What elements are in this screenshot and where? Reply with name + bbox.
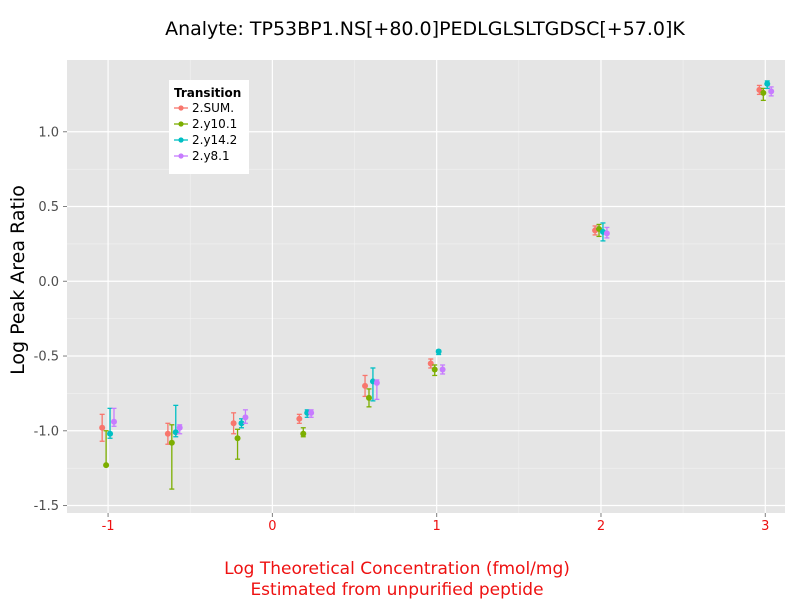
data-point (373, 379, 380, 386)
data-point (176, 424, 183, 431)
x-tick-label: 1 (433, 519, 441, 534)
data-point (764, 80, 771, 87)
legend: Transition 2.SUM. 2.y10.1 2.y14.2 2.y8.1 (169, 80, 249, 174)
legend-key-point (178, 153, 184, 159)
y-tick-label: 0.5 (38, 200, 59, 215)
data-point (431, 366, 438, 373)
data-point (110, 418, 117, 425)
legend-box (169, 80, 249, 174)
data-point (168, 439, 175, 446)
y-tick-label: -1.5 (34, 499, 59, 514)
data-point (164, 430, 171, 437)
data-point (768, 88, 775, 95)
data-point (365, 394, 372, 401)
legend-label: 2.SUM. (192, 101, 234, 115)
data-marks (99, 80, 775, 490)
x-tick-label: 0 (268, 519, 276, 534)
legend-title: Transition (174, 86, 241, 100)
chart-title: Analyte: TP53BP1.NS[+80.0]PEDLGLSLTGDSC[… (165, 18, 685, 40)
legend-label: 2.y14.2 (192, 133, 237, 147)
data-point (300, 430, 307, 437)
legend-key-point (178, 121, 184, 127)
data-point (296, 415, 303, 422)
data-point (234, 435, 241, 442)
data-point (362, 382, 369, 389)
y-axis-label: Log Peak Area Ratio (7, 185, 29, 375)
data-point (103, 462, 110, 469)
legend-label: 2.y10.1 (192, 117, 237, 131)
x-tick-label: 2 (597, 519, 605, 534)
x-tick-label: 3 (761, 519, 769, 534)
data-point (107, 430, 114, 437)
x-axis-label-line1: Log Theoretical Concentration (fmol/mg) (224, 559, 570, 579)
data-point (238, 420, 245, 427)
legend-key-point (178, 137, 184, 143)
data-point (435, 348, 442, 355)
major-grid (67, 60, 785, 513)
data-point (439, 366, 446, 373)
data-point (603, 230, 610, 237)
y-tick-label: 0.0 (38, 275, 59, 290)
data-point (99, 424, 106, 431)
legend-label: 2.y8.1 (192, 149, 230, 163)
data-point (308, 409, 315, 416)
data-point (760, 89, 767, 96)
x-tick-label: -1 (102, 519, 115, 534)
y-tick-label: -0.5 (34, 350, 59, 365)
y-tick-label: -1.0 (34, 424, 59, 439)
data-point (230, 420, 237, 427)
axis-ticks: -1 0 1 2 3 -1.5 -1.0 -0.5 0.0 0.5 1.0 (34, 125, 770, 534)
legend-items: 2.SUM. 2.y10.1 2.y14.2 2.y8.1 (174, 101, 237, 163)
x-axis-label-line2: Estimated from unpurified peptide (250, 580, 543, 600)
data-point (242, 414, 249, 421)
legend-key-point (178, 105, 184, 111)
y-tick-label: 1.0 (38, 125, 59, 140)
